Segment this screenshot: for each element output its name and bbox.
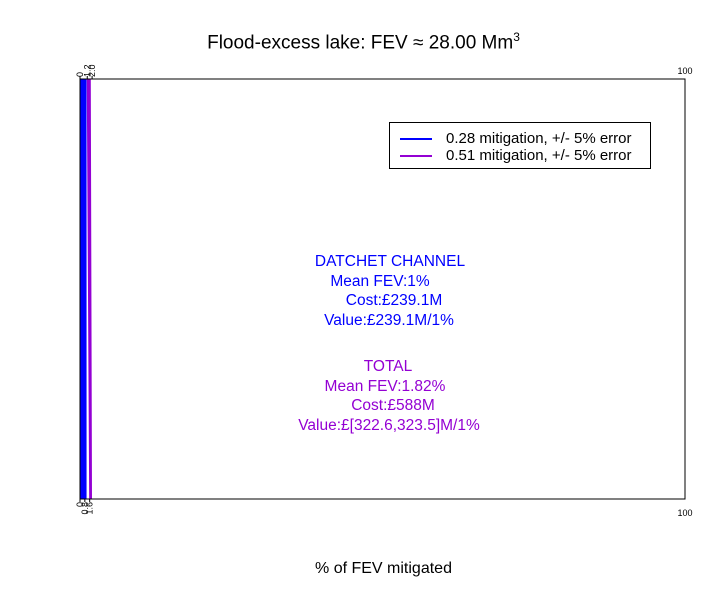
- bottom-tick-label: 0: [75, 502, 85, 507]
- x-axis-label: % of FEV mitigated: [315, 560, 452, 577]
- plot-frame: [79, 78, 686, 500]
- legend-label-series-1: 0.28 mitigation, +/- 5% error: [446, 130, 632, 147]
- top-tick-label: 2.0: [87, 64, 97, 77]
- legend-swatch-series-2: [400, 154, 432, 157]
- bottom-tick-label: 0.8: [80, 502, 90, 515]
- series-band-2: [86, 78, 92, 500]
- legend-label-series-2: 0.51 mitigation, +/- 5% error: [446, 147, 632, 164]
- annotation-line: Cost:£239.1M: [345, 292, 443, 309]
- annotation-line: Mean FEV:1%: [330, 272, 430, 290]
- datchet-annotation: DATCHET CHANNEL Mean FEV:1% Cost:£239.1M…: [290, 252, 490, 330]
- bottom-tick-label: 1.6: [85, 502, 95, 515]
- annotation-line: DATCHET CHANNEL: [314, 253, 466, 270]
- legend-entry: 0.28 mitigation, +/- 5% error: [400, 130, 632, 147]
- top-tick-label: 1.2: [82, 64, 92, 77]
- top-tick-label: 0: [75, 72, 85, 77]
- series-band-1: [79, 78, 87, 500]
- bottom-end-label: 100: [677, 508, 692, 518]
- top-end-label: 100: [677, 66, 692, 76]
- annotation-line: Mean FEV:1.82%: [324, 377, 446, 395]
- annotation-line: TOTAL: [363, 358, 413, 375]
- annotation-line: Value:£[322.6,323.5]M/1%: [298, 416, 480, 434]
- legend-entry: 0.51 mitigation, +/- 5% error: [400, 147, 632, 164]
- annotation-line: Cost:£588M: [351, 397, 435, 414]
- total-annotation: TOTAL Mean FEV:1.82% Cost:£588M Value:£[…: [260, 357, 540, 435]
- legend-swatch-series-1: [400, 137, 432, 140]
- chart-title: Flood-excess lake: FEV ≈ 28.00 Mm3: [207, 30, 520, 54]
- annotation-line: Value:£239.1M/1%: [324, 311, 454, 329]
- legend: 0.28 mitigation, +/- 5% error 0.51 mitig…: [389, 122, 651, 169]
